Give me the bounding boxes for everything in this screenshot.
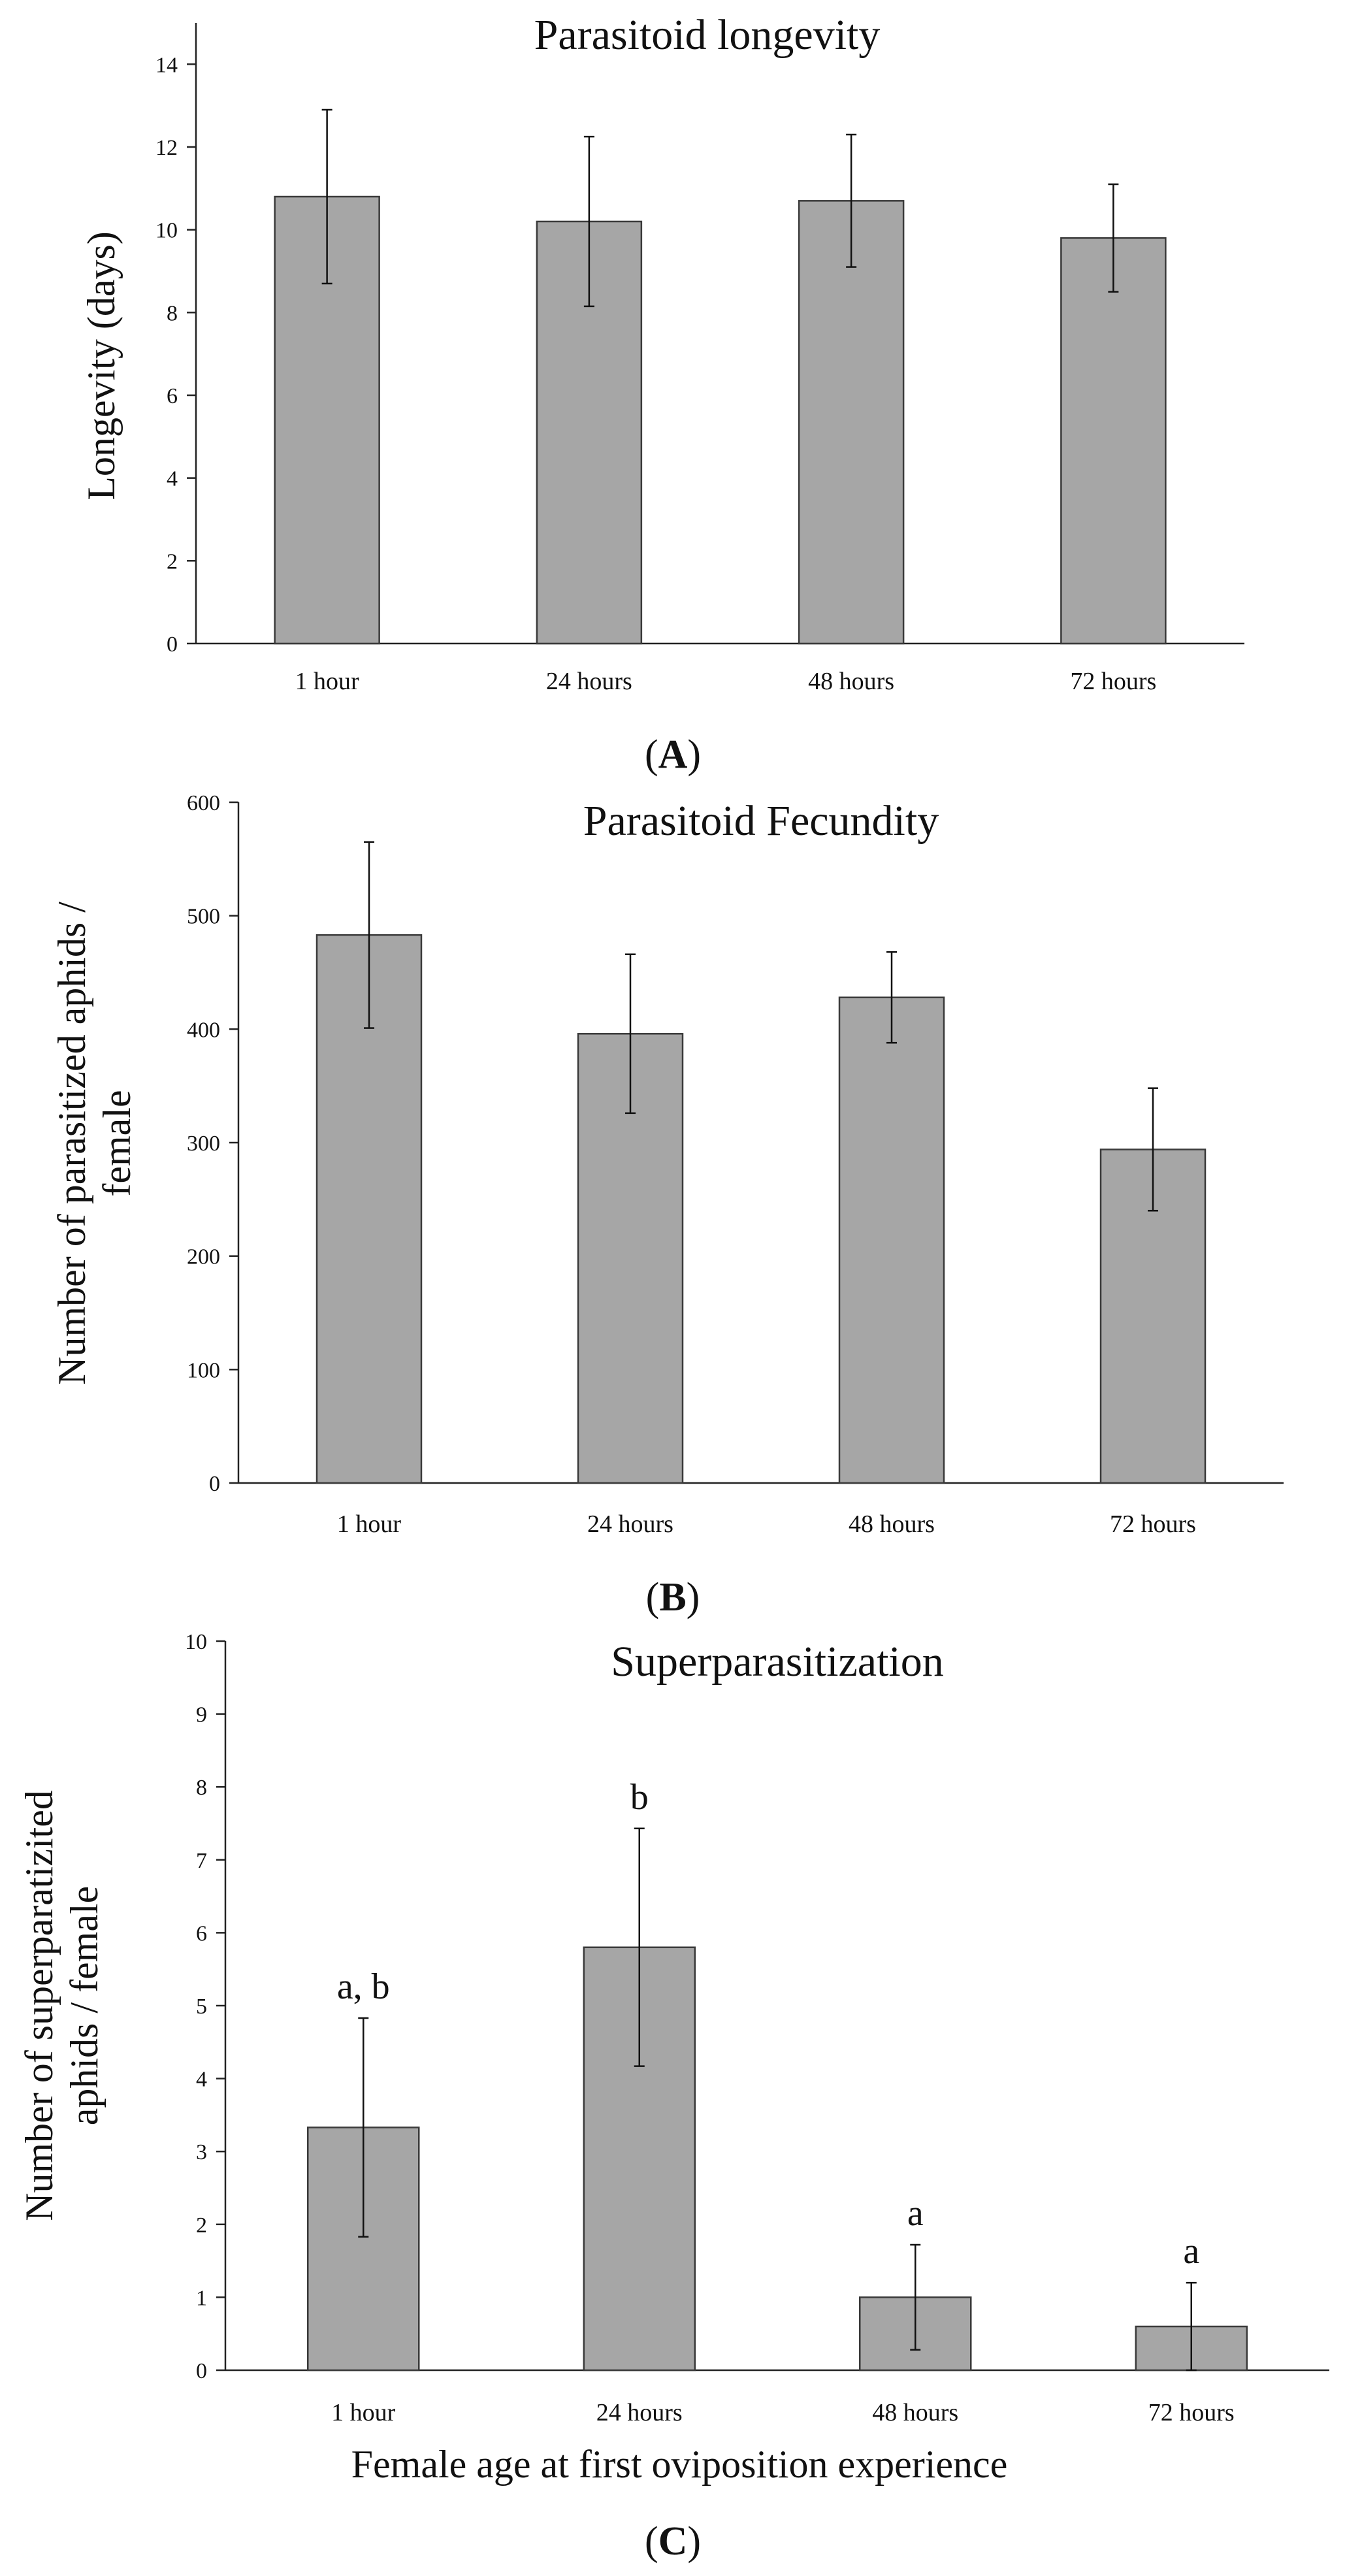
panel-b-ytick-label: 500 — [187, 905, 220, 929]
panel-a-ytick-label: 0 — [167, 632, 178, 657]
panel-b-xtick-label: 1 hour — [337, 1510, 402, 1538]
panel-a-ytick-label: 6 — [167, 384, 178, 408]
panel-a-ytick-label: 12 — [155, 136, 178, 160]
panel-c-ytick-label: 0 — [196, 2359, 207, 2383]
panel-c-xtick-label: 24 hours — [596, 2399, 683, 2426]
panel-c-significance-letter: a — [907, 2193, 924, 2234]
panel-b-title: Parasitoid Fecundity — [583, 797, 939, 845]
panel-b-panel-label-part: ) — [687, 1575, 700, 1620]
panel-b-xtick-label: 24 hours — [587, 1510, 673, 1538]
panel-a-ytick-label: 2 — [167, 549, 178, 574]
panel-c-xtick-label: 48 hours — [872, 2399, 958, 2426]
panel-b-ytick-label: 200 — [187, 1245, 220, 1269]
panel-a-xtick-label: 72 hours — [1070, 668, 1156, 695]
panel-c-y-axis-label-line: aphids / female — [63, 1886, 106, 2126]
panel-b-y-axis-label-line: female — [95, 1090, 138, 1196]
panel-b-xtick-label: 72 hours — [1110, 1510, 1196, 1538]
panel-c-ytick-label: 4 — [196, 2068, 207, 2092]
panel-b-ytick-label: 300 — [187, 1132, 220, 1156]
panel-c-ytick-label: 5 — [196, 1995, 207, 2019]
panel-c-panel-label: (C) — [645, 2519, 701, 2564]
panel-a-panel-label-part: ( — [645, 732, 658, 777]
panel-c-panel-label-part: C — [658, 2519, 688, 2564]
panel-b-panel-label-part: B — [659, 1575, 686, 1620]
panel-c-significance-letter: b — [630, 1777, 649, 1818]
panel-a-panel-label: (A) — [645, 732, 701, 777]
panel-a-bar — [798, 200, 905, 645]
panel-c-ytick-label: 6 — [196, 1921, 207, 1946]
panel-a-panel-label-part: ) — [687, 732, 701, 777]
panel-c-ytick-label: 1 — [196, 2286, 207, 2310]
panel-b-panel-label-part: ( — [646, 1575, 660, 1620]
panel-c-y-axis-label-line: Number of superparatizited — [18, 1790, 61, 2221]
panel-c-ytick-label: 7 — [196, 1849, 207, 1873]
panel-a-xtick-label: 48 hours — [808, 668, 894, 695]
panel-c-ytick-label: 2 — [196, 2213, 207, 2238]
panel-b-xtick-label: 48 hours — [849, 1510, 935, 1538]
panel-c-xtick-label: 72 hours — [1148, 2399, 1235, 2426]
panel-c-ytick-label: 3 — [196, 2140, 207, 2164]
panel-c-panel-label-part: ( — [645, 2519, 658, 2564]
panel-c-title: Superparasitization — [611, 1638, 944, 1686]
panel-c-panel-label-part: ) — [687, 2519, 701, 2564]
panel-a-title: Parasitoid longevity — [534, 11, 881, 59]
panel-a-xtick-label: 1 hour — [295, 668, 360, 695]
panel-b-bar — [838, 996, 945, 1484]
panel-b-ytick-label: 400 — [187, 1018, 220, 1042]
panel-a-xtick-label: 24 hours — [546, 668, 632, 695]
panel-c-ytick-label: 8 — [196, 1776, 207, 1800]
panel-a-y-axis-label: Longevity (days) — [80, 231, 123, 500]
panel-c-y-axis-label: Number of superparatizitedaphids / femal… — [18, 1790, 106, 2221]
panel-b-ytick-label: 600 — [187, 791, 220, 815]
panel-a-ytick-label: 14 — [155, 53, 178, 77]
panel-c-ytick-label: 9 — [196, 1703, 207, 1727]
panel-c-significance-letter: a — [1183, 2231, 1199, 2272]
panel-a-ytick-label: 8 — [167, 301, 178, 325]
panel-b-ytick-label: 0 — [209, 1472, 220, 1496]
panel-c-x-axis-label: Female age at first oviposition experien… — [351, 2443, 1008, 2486]
panel-c-significance-letter: a, b — [337, 1966, 390, 2007]
panel-c-xtick-label: 1 hour — [331, 2399, 396, 2426]
panel-a-ytick-label: 4 — [167, 467, 178, 491]
panel-a-ytick-label: 10 — [155, 219, 178, 243]
panel-a-bar — [1060, 237, 1167, 645]
panel-b-ytick-label: 100 — [187, 1358, 220, 1382]
panel-b-panel-label: (B) — [646, 1575, 700, 1620]
panel-a-panel-label-part: A — [658, 732, 688, 777]
panel-c-ytick-label: 10 — [185, 1630, 207, 1654]
panel-b-y-axis-label-line: Number of parasitized aphids / — [50, 902, 93, 1385]
panel-b-y-axis-label: Number of parasitized aphids /female — [50, 902, 138, 1385]
